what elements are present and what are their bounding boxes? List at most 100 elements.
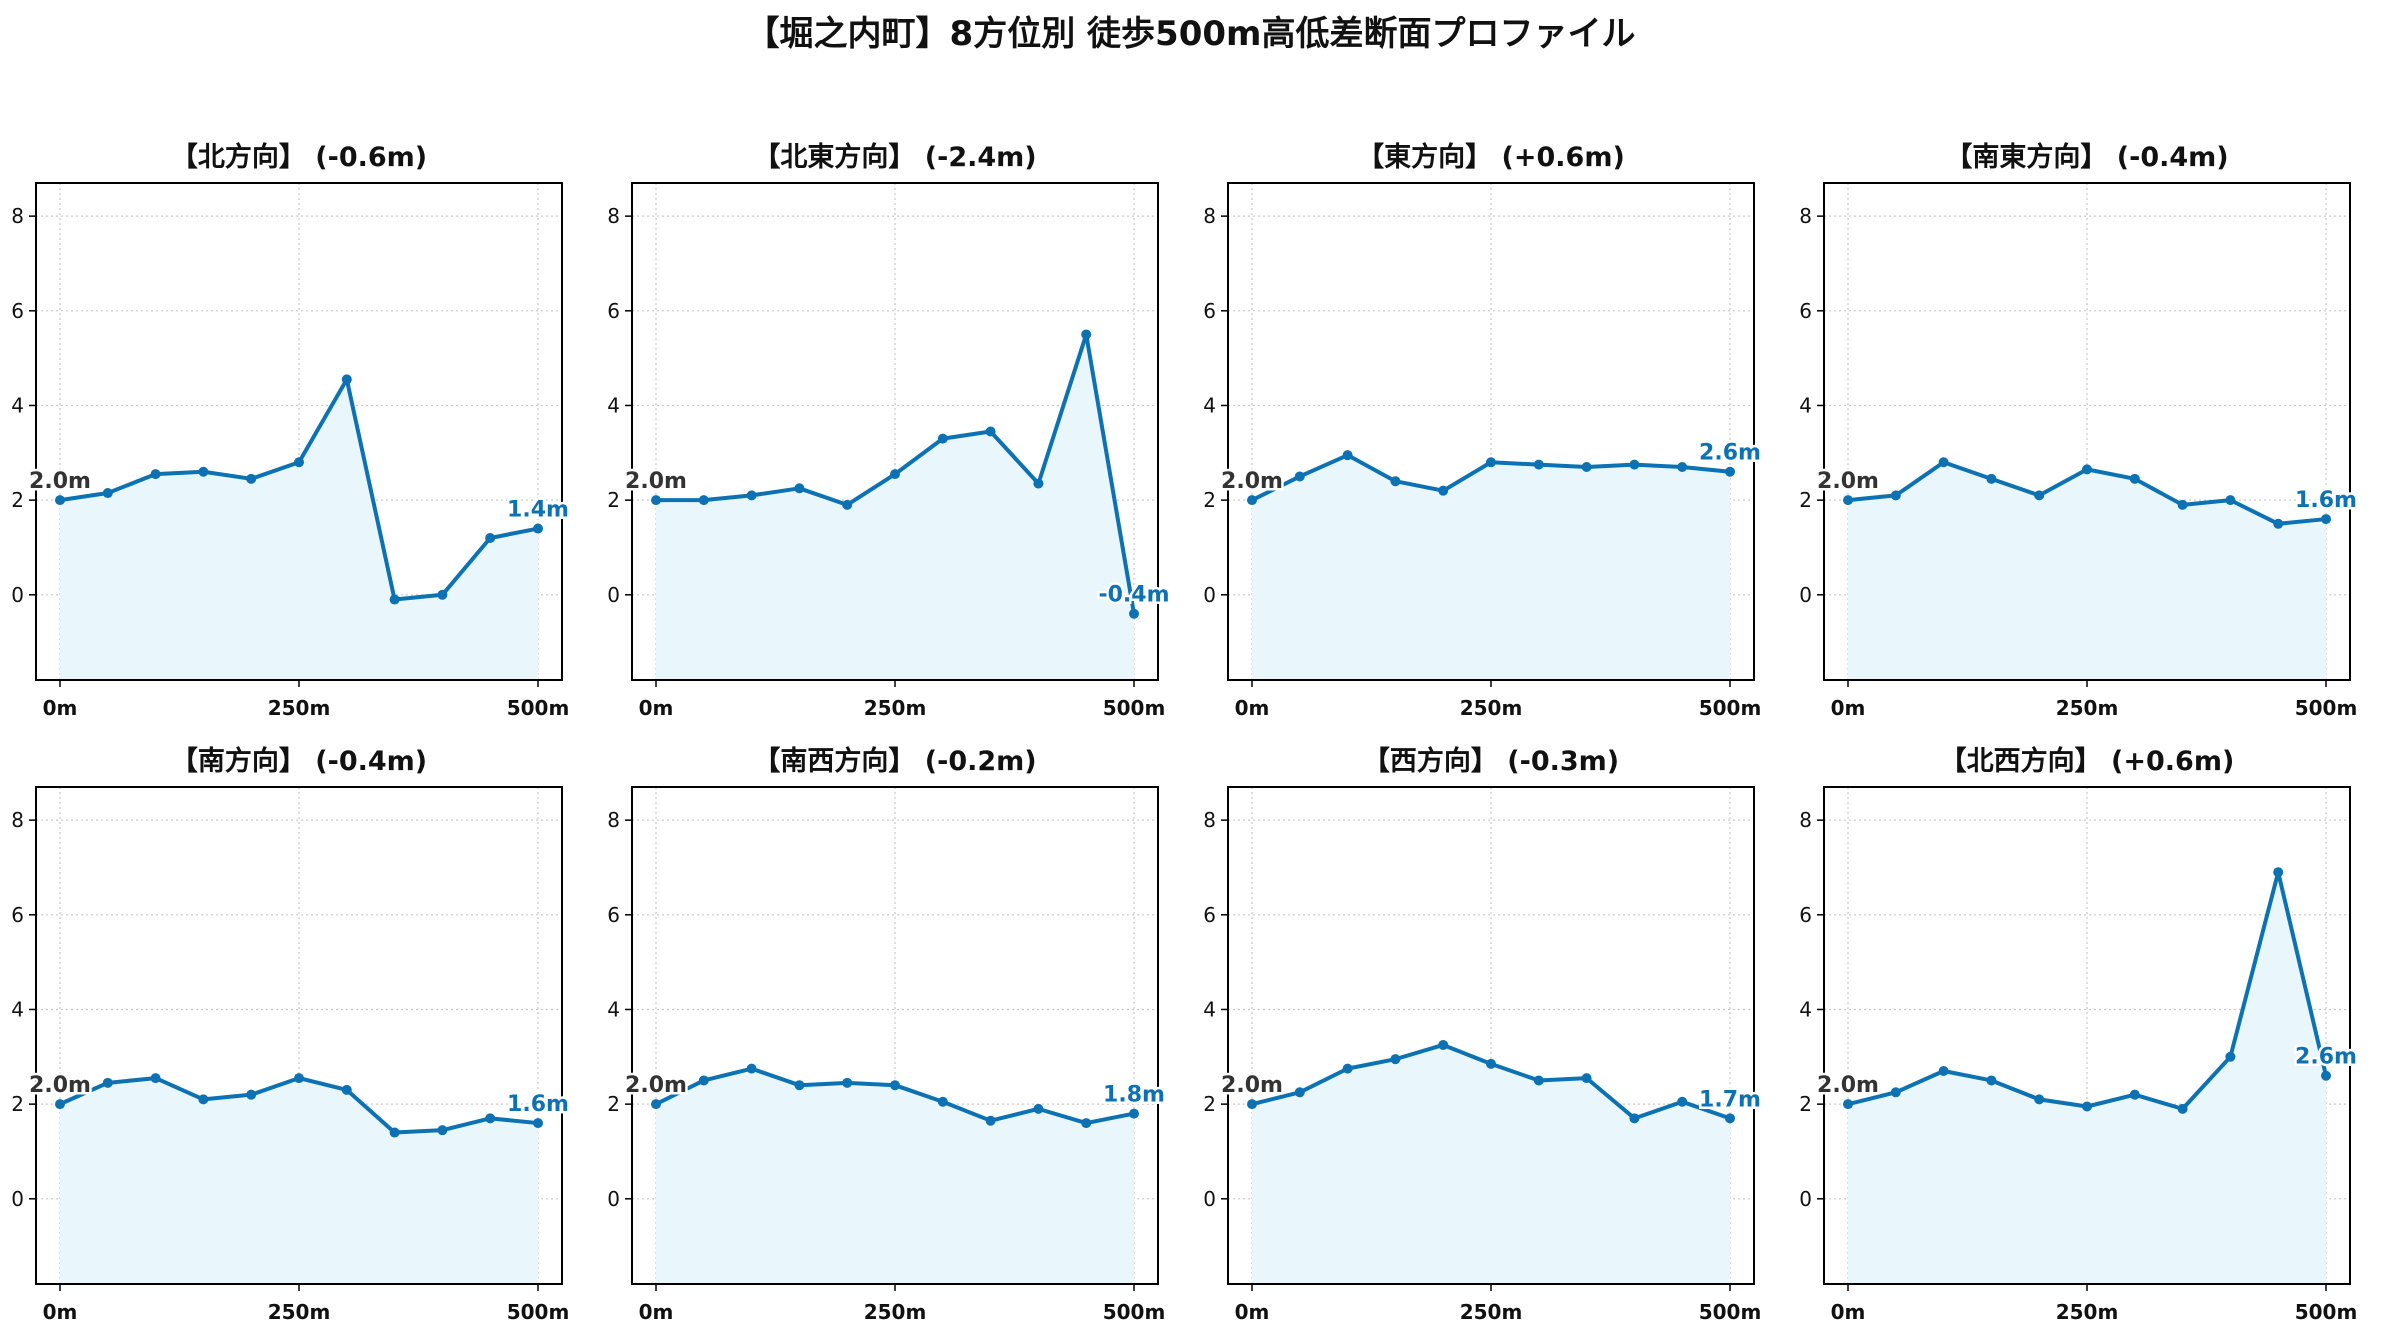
- y-tick-label: 6: [1203, 299, 1216, 323]
- data-point: [55, 1099, 65, 1110]
- end-elevation-label: 1.4m: [507, 498, 569, 523]
- y-tick-label: 4: [11, 997, 24, 1021]
- data-point: [1677, 1096, 1688, 1107]
- data-point: [198, 466, 209, 477]
- x-tick-label: 0m: [1831, 696, 1866, 720]
- data-point: [1247, 495, 1257, 506]
- start-elevation-label: 2.0m: [1221, 1073, 1283, 1098]
- y-tick-label: 2: [11, 488, 24, 512]
- chart-title: 【南西方向】 (-0.2m): [753, 745, 1036, 777]
- data-point: [1938, 457, 1949, 468]
- x-tick-label: 500m: [507, 1300, 570, 1324]
- data-point: [937, 433, 948, 444]
- y-tick-label: 6: [1799, 299, 1812, 323]
- data-point: [651, 1099, 661, 1110]
- chart-title: 【北西方向】 (+0.6m): [1940, 745, 2235, 777]
- data-point: [389, 1127, 400, 1138]
- elevation-area: [60, 1078, 538, 1284]
- x-tick-label: 250m: [864, 1300, 927, 1324]
- elevation-area: [656, 1068, 1134, 1284]
- data-point: [1390, 1054, 1401, 1065]
- data-point: [2177, 1103, 2188, 1114]
- y-tick-label: 8: [1799, 204, 1812, 228]
- y-tick-label: 4: [1799, 393, 1812, 417]
- y-tick-label: 8: [1203, 808, 1216, 832]
- data-point: [1629, 459, 1640, 470]
- data-point: [389, 594, 400, 605]
- y-tick-label: 6: [1203, 903, 1216, 927]
- data-point: [985, 1115, 996, 1126]
- data-point: [1890, 490, 1901, 501]
- data-point: [2034, 490, 2045, 501]
- chart-title: 【北東方向】 (-2.4m): [753, 141, 1036, 173]
- x-tick-label: 500m: [1103, 1300, 1166, 1324]
- x-tick-label: 250m: [864, 696, 927, 720]
- chart-panel: 【北方向】 (-0.6m) 0 2 4 6 8 0m 250m 500m 2.0m 1.4m: [11, 141, 571, 720]
- data-point: [1247, 1099, 1257, 1110]
- data-point: [2129, 473, 2140, 484]
- data-point: [2225, 495, 2236, 506]
- data-point: [2321, 1070, 2331, 1081]
- elevation-area: [1848, 462, 2326, 680]
- x-tick-label: 500m: [2295, 696, 2358, 720]
- data-point: [1486, 1058, 1496, 1069]
- data-point: [937, 1096, 948, 1107]
- data-point: [698, 495, 709, 506]
- chart-title: 【南方向】 (-0.4m): [171, 745, 427, 777]
- end-elevation-label: 1.6m: [2295, 488, 2357, 513]
- data-point: [2321, 514, 2331, 525]
- data-point: [2129, 1089, 2140, 1100]
- data-point: [55, 495, 65, 506]
- data-point: [1294, 1087, 1305, 1098]
- y-tick-label: 4: [11, 393, 24, 417]
- data-point: [651, 495, 661, 506]
- y-tick-label: 4: [607, 997, 620, 1021]
- x-tick-label: 500m: [2295, 1300, 2358, 1324]
- data-point: [1725, 1113, 1735, 1124]
- data-point: [2273, 518, 2284, 529]
- data-point: [246, 473, 257, 484]
- x-tick-label: 0m: [1235, 696, 1270, 720]
- y-tick-label: 6: [1799, 903, 1812, 927]
- elevation-area: [1252, 1044, 1730, 1284]
- x-tick-label: 500m: [1103, 696, 1166, 720]
- data-point: [198, 1094, 209, 1105]
- y-tick-label: 0: [1799, 1187, 1812, 1211]
- data-point: [2082, 464, 2092, 475]
- x-tick-label: 0m: [43, 1300, 78, 1324]
- data-point: [533, 1118, 543, 1129]
- data-point: [1129, 608, 1139, 619]
- data-point: [698, 1075, 709, 1086]
- end-elevation-label: 1.6m: [507, 1092, 569, 1117]
- elevation-area: [60, 379, 538, 680]
- y-tick-label: 8: [11, 808, 24, 832]
- y-tick-label: 2: [1799, 1092, 1812, 1116]
- chart-title: 【東方向】 (+0.6m): [1357, 141, 1625, 173]
- chart-panel: 【南西方向】 (-0.2m) 0 2 4 6 8 0m 250m 500m 2.0m 1.8m: [607, 745, 1167, 1324]
- data-point: [485, 533, 496, 543]
- x-tick-label: 500m: [1699, 696, 1762, 720]
- data-point: [1986, 473, 1997, 484]
- y-tick-label: 2: [607, 1092, 620, 1116]
- data-point: [1677, 462, 1688, 472]
- data-point: [150, 469, 161, 480]
- data-point: [1438, 485, 1449, 496]
- x-tick-label: 500m: [507, 696, 570, 720]
- y-tick-label: 0: [607, 583, 620, 607]
- end-elevation-label: -0.4m: [1098, 583, 1169, 608]
- data-point: [533, 523, 543, 534]
- y-tick-label: 0: [1203, 1187, 1216, 1211]
- y-tick-label: 8: [607, 204, 620, 228]
- data-point: [102, 488, 113, 499]
- end-elevation-label: 1.8m: [1103, 1083, 1165, 1108]
- elevation-area: [1848, 872, 2326, 1284]
- chart-panel: 【北東方向】 (-2.4m) 0 2 4 6 8 0m 250m 500m 2.0m -0.4m: [607, 141, 1172, 720]
- y-tick-label: 0: [11, 1187, 24, 1211]
- data-point: [1533, 1075, 1544, 1086]
- x-tick-label: 500m: [1699, 1300, 1762, 1324]
- y-tick-label: 0: [1203, 583, 1216, 607]
- data-point: [2082, 1101, 2092, 1112]
- x-tick-label: 0m: [43, 696, 78, 720]
- data-point: [150, 1073, 161, 1084]
- data-point: [1390, 476, 1401, 487]
